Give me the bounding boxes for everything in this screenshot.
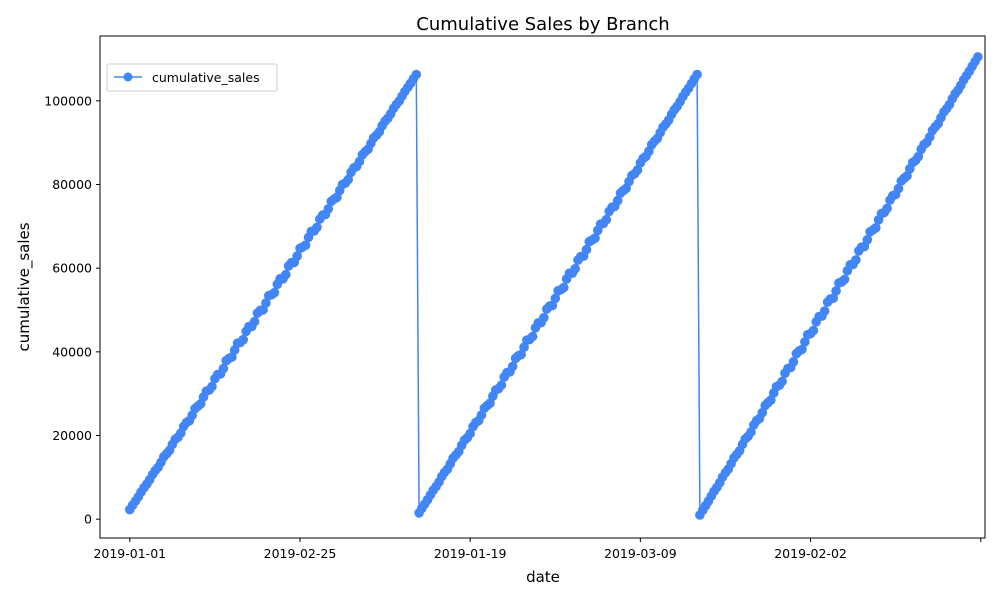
data-point [207,381,217,392]
plot-frame [99,35,986,539]
data-point [300,240,311,250]
data-point [527,331,538,342]
x-tick-label: 2019-02-02 [774,546,847,561]
x-tick-label: 2019-03-09 [604,546,677,561]
data-point [238,334,248,345]
legend: cumulative_sales [106,63,278,92]
data-point [343,174,354,185]
x-tick-label: 2019-02-25 [264,546,337,561]
data-point [249,316,260,327]
data-point [281,269,291,280]
y-axis: 0 20000 40000 60000 80000 100000 [44,93,100,527]
data-point [261,298,271,308]
y-tick-label: 40000 [52,344,92,359]
data-point [913,151,924,162]
data-point [831,286,841,296]
data-point [757,407,768,418]
data-point [218,363,229,374]
data-point [581,244,592,255]
data-point [777,376,787,387]
data-point [612,195,623,206]
data-point [692,69,702,80]
data-point [601,214,612,225]
x-tick-label: 2019-01-19 [434,546,507,561]
data-point [839,274,850,285]
x-tick-label: 2019-01-01 [93,546,166,561]
data-point [882,203,892,214]
y-tick-label: 20000 [52,428,92,443]
y-tick-label: 0 [84,512,92,527]
data-point [851,255,861,265]
data-point [570,264,580,274]
data-point [797,344,807,355]
legend-marker-swatch [123,72,133,82]
y-tick-label: 60000 [52,261,92,276]
series-layer [125,52,983,520]
legend-box [106,63,278,92]
data-point [269,287,280,298]
data-point [800,337,810,347]
x-axis: 2019-01-01 2019-02-25 2019-01-19 2019-03-09… [93,538,982,561]
data-point [292,251,302,261]
data-point [411,69,422,80]
x-axis-title: date [526,568,560,586]
data-point [973,52,983,62]
data-point [788,357,799,367]
data-point [539,312,549,323]
data-point [516,349,526,360]
y-axis-title: cumulative_sales [15,222,34,351]
data-point [550,293,561,304]
data-point [323,204,334,214]
data-point [808,325,819,336]
legend-entry-label: cumulative_sales [152,70,260,85]
data-point [507,361,518,372]
data-point [862,235,873,245]
data-point [312,222,322,233]
data-point [766,395,776,406]
data-point [828,293,838,304]
series-line-cumulative-sales [129,56,979,518]
data-point [893,183,904,194]
y-tick-label: 80000 [52,177,92,192]
data-point [496,380,507,390]
data-point [871,223,881,233]
plot-area [99,35,986,539]
chart-title: Cumulative Sales by Branch [416,14,669,35]
data-point [559,282,569,293]
data-point [590,233,600,243]
data-point [819,306,830,316]
y-tick-label: 100000 [44,93,92,108]
